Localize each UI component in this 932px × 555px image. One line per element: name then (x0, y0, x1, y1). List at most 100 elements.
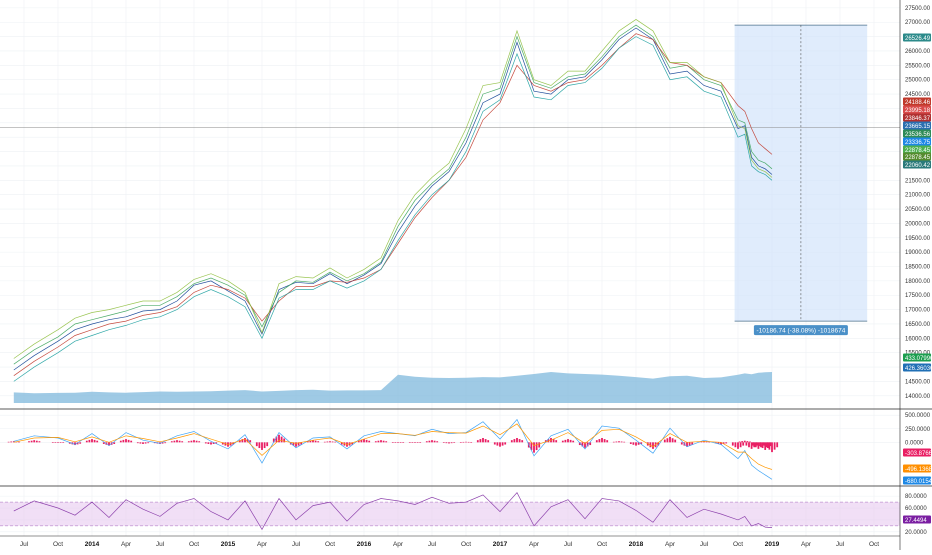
macd-histogram-bar (62, 442, 65, 443)
macd-histogram-bar (178, 440, 181, 443)
macd-histogram-bar (584, 442, 586, 448)
rsi-tick-label: 60.0000 (905, 506, 927, 512)
macd-histogram-bar (618, 441, 620, 443)
price-badge-label: 22878.45 (905, 148, 931, 154)
measure-label-box: -10186.74 (-38.08%) -1018674 (753, 325, 848, 336)
price-tick-label: 17500.00 (905, 293, 931, 299)
macd-histogram-bar (595, 440, 598, 443)
time-tick-label: Apr (665, 541, 676, 548)
macd-histogram-bar (499, 442, 501, 447)
macd-histogram-bar (314, 440, 317, 443)
macd-histogram-bar (57, 442, 59, 443)
price-badge-background (903, 33, 931, 42)
macd-histogram-bar (663, 439, 666, 443)
macd-histogram-bar (397, 442, 399, 443)
macd-histogram-bar (705, 441, 708, 443)
price-badge-background (903, 145, 931, 154)
macd-histogram-bar (748, 442, 750, 448)
price-axis[interactable]: 27500.0027000.0026500.0026000.0025500.00… (905, 6, 931, 400)
macd-histogram-bar (127, 439, 130, 443)
rsi-pane[interactable] (0, 491, 900, 533)
macd-series-line (13, 418, 773, 480)
macd-histogram-bar (620, 441, 623, 443)
macd-histogram-bar (108, 442, 110, 446)
macd-histogram-bar (708, 441, 711, 443)
macd-histogram-bar (632, 442, 635, 445)
time-tick-label: 2015 (221, 541, 236, 548)
macd-histogram-bar (510, 440, 513, 443)
price-badge-background (903, 129, 931, 138)
time-tick-label: Apr (393, 541, 404, 548)
price-badge: 23536.56 (903, 129, 931, 138)
time-tick-label: Jul (156, 541, 165, 548)
macd-histogram-bar (649, 442, 652, 448)
macd-histogram-bar (462, 441, 465, 443)
time-tick-label: Jul (836, 541, 845, 548)
macd-histogram-bar (331, 441, 334, 443)
macd-histogram-bar (193, 440, 195, 443)
macd-badge: -496.1368 (903, 464, 932, 473)
macd-histogram-bar (731, 442, 734, 446)
macd-histogram-bar (535, 442, 538, 451)
price-pane[interactable]: -10186.74 (-38.08%) -1018674 (0, 0, 900, 536)
rsi-badge: 27.4494 (903, 515, 931, 524)
macd-histogram-bar (261, 442, 263, 450)
price-tick-label: 20000.00 (905, 221, 931, 227)
macd-histogram-bar (312, 440, 314, 443)
price-series-group (13, 18, 773, 382)
macd-histogram-bar (572, 440, 575, 443)
price-badge-background (903, 97, 931, 106)
price-badge-label: 23665.15 (905, 124, 931, 130)
measure-label-background (753, 325, 848, 336)
macd-histogram-bar (761, 442, 764, 449)
price-badge: 23995.18 (903, 105, 931, 114)
macd-histogram-bar (28, 441, 30, 443)
price-badge: 426.36036 (903, 363, 932, 372)
macd-axis[interactable]: 500.0000 250.0000 0.0000 (905, 413, 931, 446)
macd-histogram-bar (425, 441, 428, 443)
macd-pane[interactable] (0, 414, 900, 480)
macd-histogram-bar (394, 442, 397, 443)
macd-histogram-bar (666, 438, 669, 443)
time-tick-label: 2018 (629, 541, 644, 548)
macd-histogram-bar (181, 441, 184, 443)
time-tick-label: Oct (597, 541, 607, 548)
macd-histogram-bar (450, 442, 453, 444)
macd-histogram-bar (459, 442, 462, 443)
macd-tick-label: 250.0000 (905, 427, 931, 433)
macd-histogram-bar (652, 442, 654, 449)
macd-histogram-bar (717, 442, 720, 444)
macd-histogram-bar (745, 442, 748, 446)
price-badge-label: 426.36036 (905, 366, 932, 372)
macd-histogram-bar (241, 439, 244, 443)
macd-histogram-bar (246, 439, 249, 443)
price-tick-label: 19000.00 (905, 250, 931, 256)
macd-badge-background (903, 448, 931, 457)
macd-tick-label: 500.0000 (905, 413, 931, 419)
macd-histogram-bar (737, 442, 739, 449)
price-tick-label: 16500.00 (905, 322, 931, 328)
macd-histogram-bar (198, 441, 201, 443)
time-axis[interactable]: Jul Oct 2014 Apr Jul Oct 2015 Apr Jul Oct 2016 Apr J… (20, 541, 879, 548)
time-tick-label: 2014 (85, 541, 100, 548)
macd-histogram-bar (436, 441, 439, 443)
macd-histogram-bar (76, 442, 79, 445)
macd-histogram-bar (755, 442, 758, 446)
price-tick-label: 25500.00 (905, 63, 931, 69)
macd-histogram-bar (326, 441, 329, 443)
macd-histogram-bar (212, 442, 215, 444)
macd-histogram-bar (552, 439, 555, 443)
macd-histogram-bar (357, 440, 360, 443)
price-badge-label: 433.07996 (905, 356, 932, 362)
macd-histogram-bar (215, 442, 218, 444)
macd-histogram-bar (688, 442, 691, 446)
macd-histogram (7, 434, 779, 453)
macd-histogram-bar (380, 440, 382, 443)
time-tick-label: 2017 (493, 541, 508, 548)
macd-histogram-bar (637, 442, 640, 445)
price-series-line (13, 24, 773, 365)
macd-histogram-bar (125, 439, 127, 443)
